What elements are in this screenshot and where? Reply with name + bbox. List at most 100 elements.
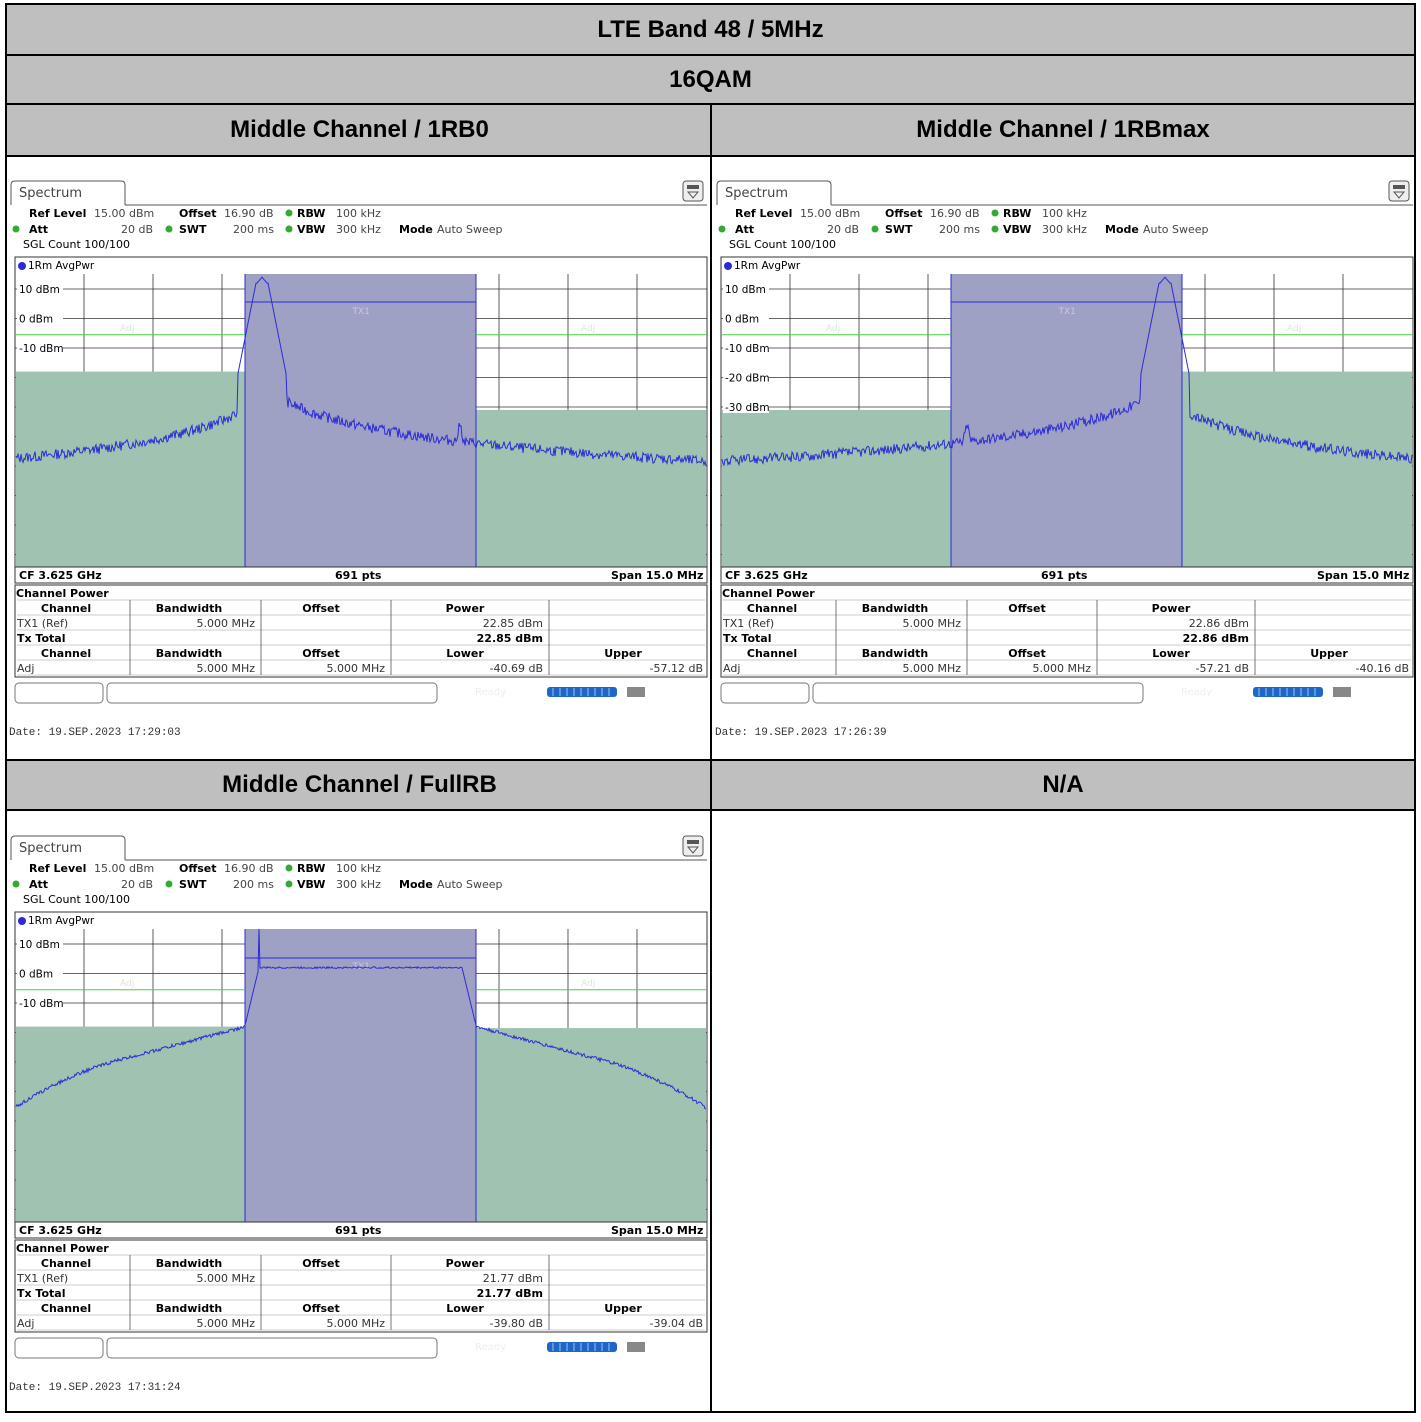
panel-heading-fullrb: Middle Channel / FullRB bbox=[7, 759, 712, 811]
status-field-left[interactable] bbox=[14, 682, 104, 704]
swt-value: 200 ms bbox=[939, 223, 980, 236]
swt-coupled-icon bbox=[165, 880, 173, 888]
adj-upper-label: Adj bbox=[581, 324, 595, 334]
vbw-value: 300 kHz bbox=[336, 223, 381, 236]
channel-power-title: Channel Power bbox=[722, 587, 815, 600]
rbw-value: 100 kHz bbox=[1042, 207, 1087, 220]
rbw-label: RBW bbox=[297, 207, 325, 220]
col-channel: Channel bbox=[41, 647, 91, 660]
adj-upper-label: Adj bbox=[581, 979, 595, 989]
ref-level-value: 15.00 dBm bbox=[94, 862, 154, 875]
rbw-coupled-icon bbox=[991, 209, 999, 217]
adj-upper-band bbox=[476, 1028, 706, 1222]
col-power: Power bbox=[446, 1257, 485, 1270]
offset-label: Offset bbox=[179, 207, 217, 220]
col-offset: Offset bbox=[302, 647, 340, 660]
report-title: LTE Band 48 / 5MHz bbox=[7, 5, 1414, 56]
y-axis-label: -10 dBm bbox=[725, 343, 770, 355]
rbw-coupled-icon bbox=[285, 864, 293, 872]
spectrum-tab-label: Spectrum bbox=[19, 841, 82, 856]
status-field-left[interactable] bbox=[14, 1337, 104, 1359]
tx1-channel-band bbox=[951, 274, 1182, 567]
ref-level-label: Ref Level bbox=[29, 207, 86, 220]
col-offset: Offset bbox=[1008, 602, 1046, 615]
att-label: Att bbox=[29, 878, 48, 891]
y-axis-label: 10 dBm bbox=[19, 939, 60, 951]
adj-lower-label: Adj bbox=[120, 979, 134, 989]
vbw-coupled-icon bbox=[285, 880, 293, 888]
display-config-icon[interactable] bbox=[682, 180, 704, 202]
sweep-points: 691 pts bbox=[335, 1224, 382, 1237]
col-channel: Channel bbox=[41, 1257, 91, 1270]
col-channel: Channel bbox=[747, 647, 797, 660]
rbw-value: 100 kHz bbox=[336, 207, 381, 220]
col-offset: Offset bbox=[1008, 647, 1046, 660]
ref-level-label: Ref Level bbox=[735, 207, 792, 220]
tx1-bandwidth: 5.000 MHz bbox=[196, 1272, 255, 1285]
report-table: LTE Band 48 / 5MHz 16QAM Middle Channel … bbox=[5, 3, 1416, 1413]
mode-value: Auto Sweep bbox=[437, 878, 503, 891]
tx-total-power: 22.86 dBm bbox=[1183, 632, 1249, 645]
display-config-icon[interactable] bbox=[682, 835, 704, 857]
sweep-points: 691 pts bbox=[1041, 569, 1088, 582]
spectrum-tab-label: Spectrum bbox=[19, 186, 82, 201]
spectrum-tab[interactable] bbox=[716, 180, 832, 205]
col-offset: Offset bbox=[302, 602, 340, 615]
rbw-coupled-icon bbox=[285, 209, 293, 217]
mode-label: Mode bbox=[1105, 223, 1139, 236]
vbw-coupled-icon bbox=[991, 225, 999, 233]
panel-heading-1rbmax: Middle Channel / 1RBmax bbox=[712, 105, 1414, 157]
status-message-field[interactable] bbox=[106, 682, 438, 704]
mode-label: Mode bbox=[399, 223, 433, 236]
vbw-label: VBW bbox=[1003, 223, 1031, 236]
display-config-icon[interactable] bbox=[1388, 180, 1410, 202]
sgl-count: SGL Count 100/100 bbox=[729, 238, 836, 251]
y-axis-label: 0 dBm bbox=[19, 969, 53, 981]
spectrum-tab[interactable] bbox=[10, 835, 126, 860]
spectrum-tab[interactable] bbox=[10, 180, 126, 205]
capture-date: Date: 19.SEP.2023 17:31:24 bbox=[9, 1382, 181, 1394]
status-message-field[interactable] bbox=[106, 1337, 438, 1359]
avgpwr-trace bbox=[15, 276, 707, 467]
status-field-left[interactable] bbox=[720, 682, 810, 704]
mode-value: Auto Sweep bbox=[1143, 223, 1209, 236]
tx1-channel-band bbox=[245, 929, 476, 1222]
status-message-field[interactable] bbox=[812, 682, 1144, 704]
row-txtotal-label: Tx Total bbox=[723, 632, 771, 645]
remote-icon bbox=[627, 1342, 645, 1352]
adj-lower-band bbox=[16, 371, 245, 567]
modulation-header: 16QAM bbox=[7, 56, 1414, 105]
capture-date: Date: 19.SEP.2023 17:29:03 bbox=[9, 727, 181, 739]
offset-label: Offset bbox=[179, 862, 217, 875]
adj-lower-band bbox=[722, 409, 951, 567]
remote-icon bbox=[627, 687, 645, 697]
adj-offset: 5.000 MHz bbox=[326, 662, 385, 675]
y-axis-label: -30 dBm bbox=[725, 402, 770, 414]
remote-icon bbox=[1333, 687, 1351, 697]
spectrum-panel-fullrb: Spectrum Ref Level 15.00 dBm Offset 16.90 dB… bbox=[9, 832, 709, 1422]
col-upper: Upper bbox=[1310, 647, 1348, 660]
swt-value: 200 ms bbox=[233, 878, 274, 891]
adj-upper-band bbox=[476, 409, 706, 567]
avgpwr-trace bbox=[721, 276, 1413, 467]
col-bandwidth: Bandwidth bbox=[862, 647, 928, 660]
sweep-points: 691 pts bbox=[335, 569, 382, 582]
channel-power-title: Channel Power bbox=[16, 1242, 109, 1255]
spectrum-tab-label: Spectrum bbox=[725, 186, 788, 201]
adj-upper-value: -39.04 dB bbox=[650, 1317, 704, 1330]
adj-lower-band bbox=[16, 1026, 245, 1222]
swt-label: SWT bbox=[885, 223, 913, 236]
y-axis-label: 10 dBm bbox=[725, 284, 766, 296]
ref-level-label: Ref Level bbox=[29, 862, 86, 875]
col-bandwidth: Bandwidth bbox=[156, 602, 222, 615]
adj-upper-value: -40.16 dB bbox=[1356, 662, 1410, 675]
vbw-label: VBW bbox=[297, 223, 325, 236]
mode-label: Mode bbox=[399, 878, 433, 891]
sgl-count: SGL Count 100/100 bbox=[23, 238, 130, 251]
y-axis-label: -10 dBm bbox=[19, 998, 64, 1010]
col-upper: Upper bbox=[604, 1302, 642, 1315]
y-axis-label: -10 dBm bbox=[19, 343, 64, 355]
row-tx1-label: TX1 (Ref) bbox=[16, 1272, 68, 1285]
adj-offset: 5.000 MHz bbox=[326, 1317, 385, 1330]
att-label: Att bbox=[29, 223, 48, 236]
